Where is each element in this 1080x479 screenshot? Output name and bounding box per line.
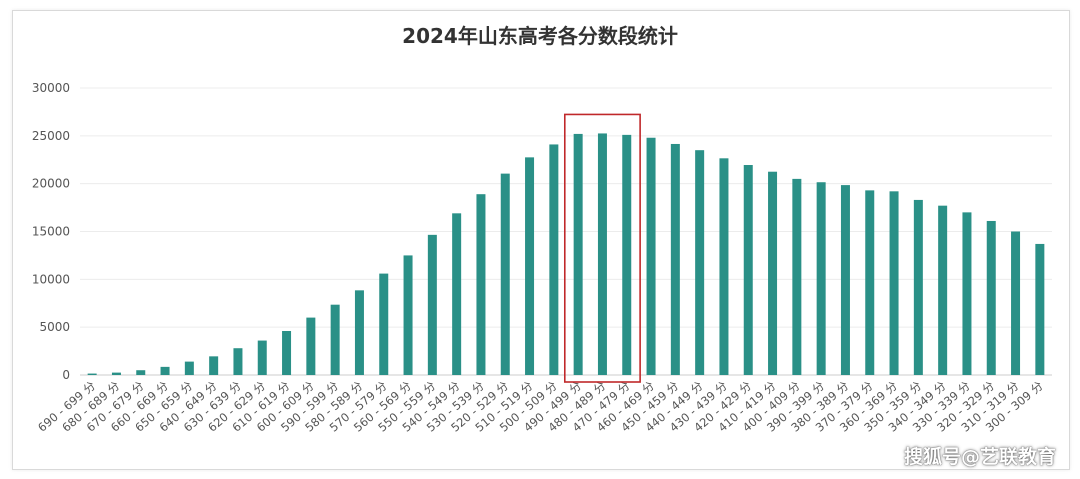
bar	[743, 165, 753, 375]
y-tick-label: 15000	[32, 225, 70, 239]
bar	[719, 158, 729, 375]
bar	[646, 137, 656, 375]
y-axis: 0 5000 10000 15000 20000 25000 30000	[32, 81, 70, 382]
y-tick-label: 30000	[32, 81, 70, 95]
bar	[768, 171, 778, 375]
bar	[622, 134, 632, 375]
bar	[865, 190, 875, 375]
y-tick-label: 5000	[39, 320, 70, 334]
bar	[500, 173, 510, 375]
bar	[695, 150, 705, 375]
highlight-box	[563, 113, 641, 383]
chart-title: 2024年山东高考各分数段统计	[402, 24, 678, 48]
bar	[840, 185, 850, 375]
highlight-rect	[563, 113, 641, 383]
bar	[816, 182, 826, 375]
bar	[209, 356, 219, 375]
y-tick-label: 20000	[32, 177, 70, 191]
bar	[549, 144, 559, 375]
bar	[573, 133, 583, 375]
bar	[87, 373, 97, 375]
bar	[476, 194, 486, 375]
bar	[962, 212, 972, 375]
bar	[1035, 243, 1045, 375]
bar	[403, 255, 413, 375]
bar	[379, 273, 389, 375]
bar	[452, 213, 462, 375]
bar	[330, 304, 340, 375]
bar	[913, 199, 923, 375]
bar	[136, 370, 146, 375]
bar	[427, 234, 437, 375]
y-tick-label: 10000	[32, 272, 70, 286]
bar	[184, 361, 194, 375]
y-tick-label: 25000	[32, 129, 70, 143]
grid-lines	[80, 87, 1052, 376]
bar	[670, 143, 680, 375]
bar	[889, 191, 899, 375]
bars	[87, 133, 1045, 375]
bar	[938, 205, 948, 375]
bar	[525, 157, 535, 375]
bar	[354, 290, 364, 375]
bar	[792, 178, 802, 375]
bar	[597, 133, 607, 375]
bar	[233, 348, 243, 375]
bar	[306, 317, 316, 375]
bar	[986, 220, 996, 375]
y-tick-label: 0	[62, 368, 70, 382]
bar	[1011, 231, 1021, 375]
bar	[282, 330, 292, 375]
bar	[160, 366, 170, 375]
watermark: 搜狐号@艺联教育	[903, 446, 1056, 468]
bar	[257, 340, 267, 375]
bar	[111, 372, 121, 375]
